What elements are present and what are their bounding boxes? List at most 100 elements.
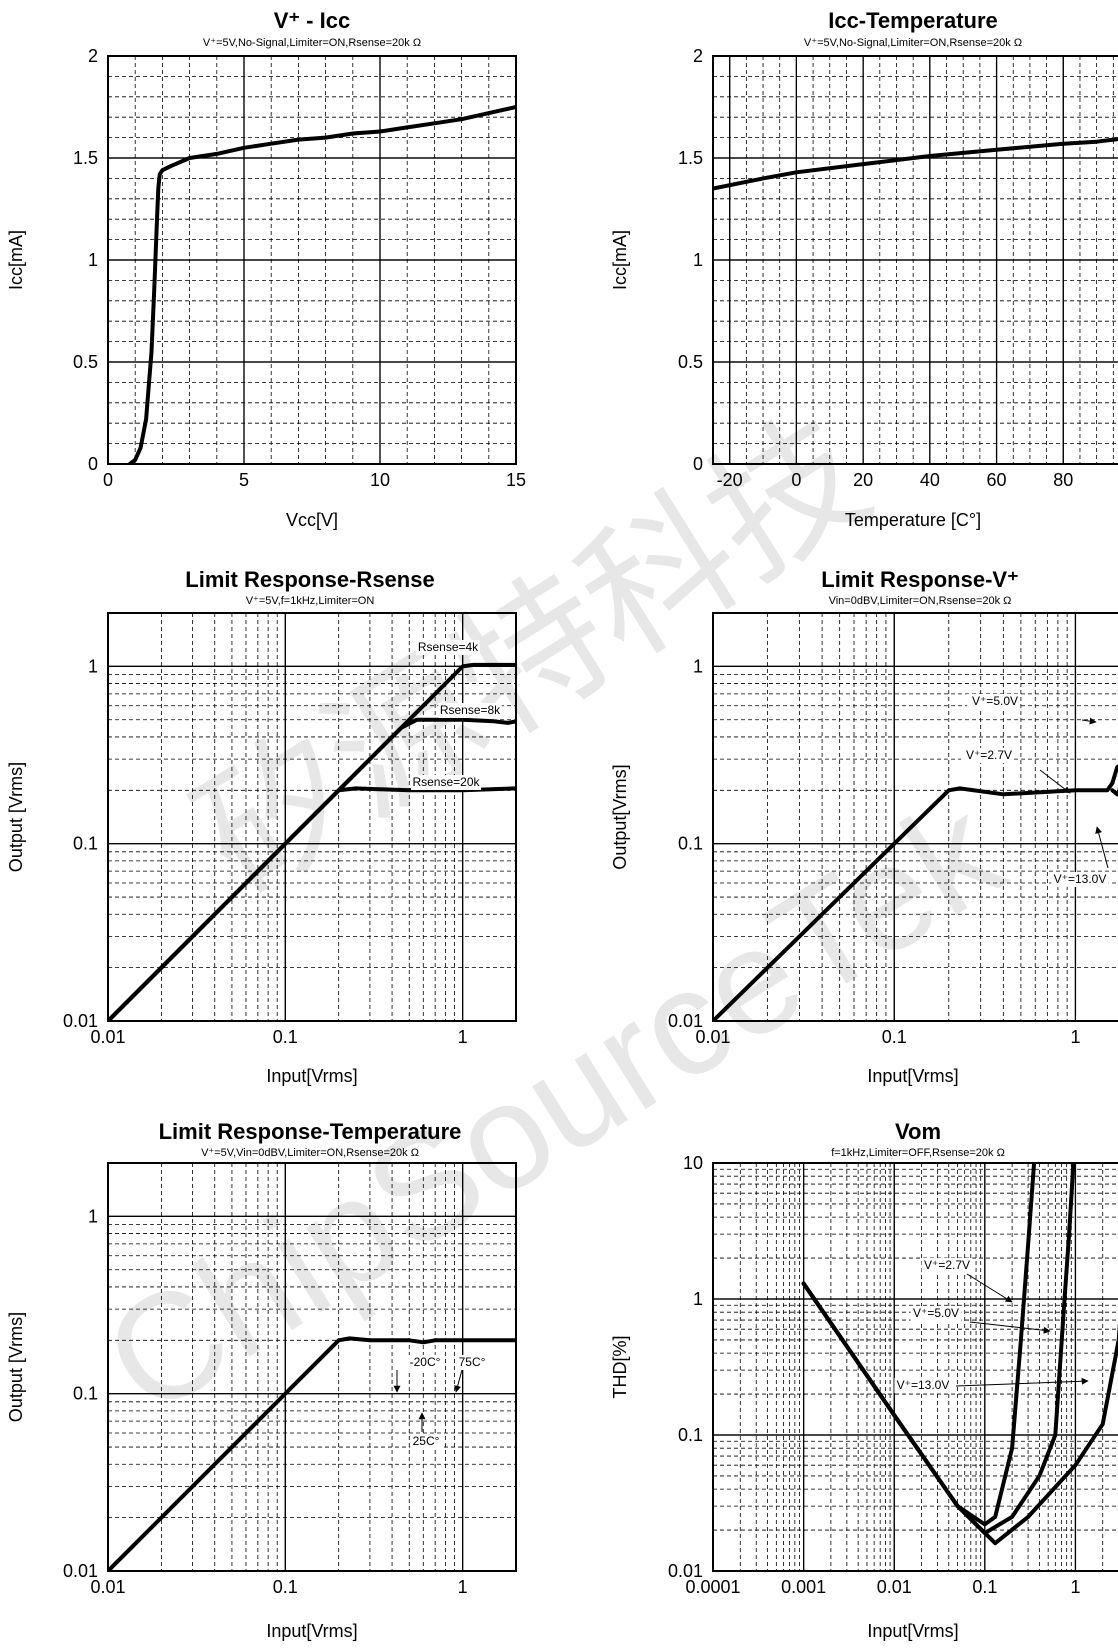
x-axis-label: Vcc[V]	[286, 510, 338, 530]
annotation-bg	[894, 1378, 952, 1393]
x-tick-label: 0.0001	[685, 1577, 740, 1597]
x-tick-label: 0.1	[882, 1027, 907, 1047]
annotation-label: V⁺=2.7V	[924, 1258, 970, 1272]
series-group	[108, 662, 516, 1021]
annotation-bg	[1051, 872, 1109, 887]
grid	[108, 56, 516, 464]
annotation-label: Rsense=4k	[418, 640, 479, 654]
y-tick-label: 0	[88, 454, 98, 474]
grid	[713, 56, 1118, 464]
chart-limit-response-v: Limit Response-V⁺ Vin=0dBV,Limiter=ON,Rse…	[610, 567, 1118, 1086]
y-axis-label: Output [Vrms]	[6, 1312, 26, 1422]
chart-subtitle: V⁺=5V,No-Signal,Limiter=ON,Rsense=20k Ω	[804, 37, 1022, 49]
y-tick-label: 0.01	[63, 1011, 98, 1031]
annotation-label: Rsense=20k	[412, 775, 480, 789]
x-tick-label: 1	[458, 1027, 468, 1047]
y-tick-label: 1	[88, 656, 98, 676]
x-tick-label: 5	[239, 470, 249, 490]
chart-subtitle: f=1kHz,Limiter=OFF,Rsense=20k Ω	[831, 1147, 1005, 1159]
x-tick-label: 0.01	[90, 1027, 125, 1047]
x-tick-label: 0.1	[273, 1027, 298, 1047]
plot-frame	[712, 612, 1118, 1022]
y-tick-label: 0.01	[668, 1561, 703, 1581]
annotation-label: 25C°	[413, 1434, 440, 1448]
y-tick-label: 0.1	[678, 834, 703, 854]
y-tick-label: 1.5	[678, 148, 703, 168]
annotation-label: V⁺=13.0V	[1054, 872, 1107, 886]
plot-frame	[712, 1162, 1118, 1572]
series-line-v-13-0v	[801, 1281, 1118, 1546]
x-tick-label: 20	[853, 470, 873, 490]
x-tick-label: 80	[1053, 470, 1073, 490]
annotation-bg	[411, 775, 481, 790]
y-tick-label: 0.1	[678, 1425, 703, 1445]
series-line	[713, 137, 1118, 191]
grid	[108, 613, 516, 1021]
annotation-bg	[961, 748, 1012, 763]
annotation-bg	[456, 1355, 488, 1370]
annotation-arrow	[955, 1377, 1089, 1387]
y-axis-label: Output [Vrms]	[6, 762, 26, 872]
chart-limit-response-temperature: Limit Response-Temperature V⁺=5V,Vin=0dBV…	[6, 1119, 517, 1641]
annotation-label: -20C°	[410, 1355, 441, 1369]
y-tick-label: 2	[88, 46, 98, 66]
annotation-arrow	[1039, 769, 1071, 794]
y-tick-label: 1	[88, 1206, 98, 1226]
x-tick-label: 0.1	[273, 1577, 298, 1597]
watermark-text-cn: 矽源特科技	[170, 386, 895, 926]
x-axis-label: Input[Vrms]	[266, 1621, 357, 1641]
x-tick-label: 0	[791, 470, 801, 490]
plot-frame	[107, 55, 517, 465]
chart-subtitle: V⁺=5V,f=1kHz,Limiter=ON	[246, 595, 375, 607]
annotation-arrow	[969, 1321, 1051, 1334]
chart-limit-response-rsense: Limit Response-Rsense V⁺=5V,f=1kHz,Limite…	[6, 567, 517, 1086]
plot-frame	[712, 55, 1118, 465]
annotation-arrow	[1081, 717, 1097, 725]
x-tick-label: 0	[103, 470, 113, 490]
annotation-label: V⁺=2.7V	[966, 748, 1012, 762]
chart-vom: Vom f=1kHz,Limiter=OFF,Rsense=20k Ω 0.0001…	[610, 1119, 1118, 1641]
x-tick-label: 60	[987, 470, 1007, 490]
charts-layer: V⁺ - Icc V⁺=5V,No-Signal,Limiter=ON,Rsens…	[6, 8, 1118, 1641]
x-tick-label: 0.001	[781, 1577, 826, 1597]
y-tick-label: 1	[693, 250, 703, 270]
annotation-bg	[416, 640, 480, 655]
chart-title: Icc-Temperature	[828, 8, 998, 33]
y-tick-label: 0.1	[73, 1384, 98, 1404]
chart-subtitle: V⁺=5V,Vin=0dBV,Limiter=ON,Rsense=20k Ω	[201, 1147, 419, 1159]
x-tick-label: 40	[920, 470, 940, 490]
grid	[713, 1163, 1118, 1571]
series-group	[713, 137, 1118, 191]
x-tick-label: 0.01	[877, 1577, 912, 1597]
x-axis-label: Temperature [C°]	[845, 510, 981, 530]
x-axis-label: Input[Vrms]	[867, 1621, 958, 1641]
y-axis-label: Output[Vrms]	[610, 764, 630, 869]
y-tick-label: 10	[683, 1153, 703, 1173]
chart-subtitle: V⁺=5V,No-Signal,Limiter=ON,Rsense=20k Ω	[203, 37, 421, 49]
series-line	[127, 105, 516, 464]
x-tick-label: -20	[717, 470, 743, 490]
y-tick-label: 0.1	[73, 834, 98, 854]
annotation-arrow	[1095, 826, 1109, 869]
chart-subtitle: Vin=0dBV,Limiter=ON,Rsense=20k Ω	[829, 595, 1012, 607]
series-group	[127, 105, 516, 464]
y-tick-label: 1	[88, 250, 98, 270]
series-group	[713, 764, 1118, 1021]
chart-vcc-icc: V⁺ - Icc V⁺=5V,No-Signal,Limiter=ON,Rsens…	[6, 8, 526, 530]
chart-title: Limit Response-V⁺	[821, 567, 1018, 592]
chart-icc-temperature: Icc-Temperature V⁺=5V,No-Signal,Limiter=O…	[610, 8, 1118, 530]
x-tick-label: 0.1	[972, 1577, 997, 1597]
annotation-arrow	[966, 1273, 1013, 1303]
y-tick-label: 1	[693, 1289, 703, 1309]
x-axis-label: Input[Vrms]	[266, 1066, 357, 1086]
y-axis-label: THD[%]	[610, 1336, 630, 1399]
annotation-bg	[438, 703, 502, 718]
x-tick-label: 1	[458, 1577, 468, 1597]
x-tick-label: 15	[506, 470, 526, 490]
x-tick-label: 10	[370, 470, 390, 490]
annotation-bg	[967, 694, 1018, 709]
y-tick-label: 0.5	[73, 352, 98, 372]
annotation-bg	[921, 1258, 973, 1273]
y-tick-label: 1	[693, 656, 703, 676]
annotation-label: V⁺=5.0V	[913, 1306, 959, 1320]
